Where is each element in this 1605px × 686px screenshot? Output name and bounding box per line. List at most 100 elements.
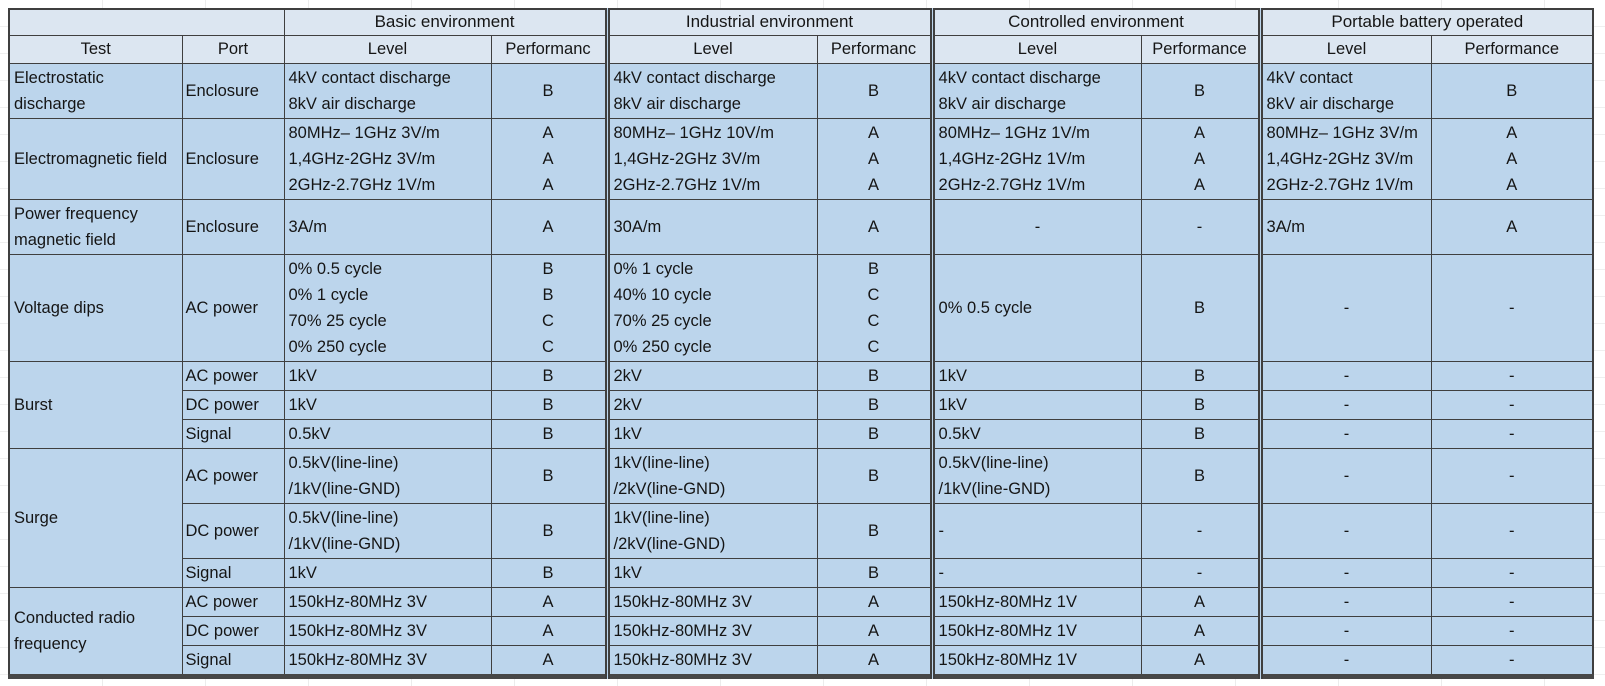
- cell-line: 8kV air discharge: [938, 94, 1066, 113]
- cell-line: 1kV(line-line): [613, 453, 710, 472]
- level-cell: 80MHz– 1GHz 3V/m 1,4GHz-2GHz 3V/m 2GHz-2.7…: [1257, 117, 1432, 200]
- cell-line: 2kV: [613, 366, 642, 385]
- cell-line: B: [868, 395, 880, 414]
- cell-line: 1kV: [288, 395, 317, 414]
- level-cell: -: [1257, 447, 1432, 504]
- level-cell: -: [1257, 615, 1432, 646]
- cell-line: A: [1194, 175, 1206, 194]
- cell-line: 2GHz-2.7GHz 1V/m: [613, 175, 761, 194]
- performance-cell: -: [1430, 586, 1594, 617]
- cell-line: -: [1509, 521, 1515, 540]
- cell-line: -: [1509, 366, 1515, 385]
- cell-line: B: [542, 285, 554, 304]
- cell-line: B: [1194, 298, 1206, 317]
- level-cell: 0.5kV(line-line) /1kV(line-GND): [283, 502, 492, 559]
- col-header-portable-level: Level: [1257, 34, 1432, 64]
- cell-line: B: [542, 81, 554, 100]
- cell-line: C: [542, 311, 554, 330]
- cell-line: A: [1194, 650, 1206, 669]
- cell-line: 1,4GHz-2GHz 3V/m: [1266, 149, 1414, 168]
- cell-line: -: [1343, 424, 1350, 443]
- level-cell: 150kHz-80MHz 3V: [283, 586, 492, 617]
- performance-cell: A: [1430, 198, 1594, 255]
- cell-line: 1kV: [938, 395, 967, 414]
- performance-cell: -: [1140, 502, 1261, 559]
- level-cell: 1kV: [283, 360, 492, 391]
- cell-line: 150kHz-80MHz 1V: [938, 621, 1077, 640]
- cell-line: A: [868, 592, 880, 611]
- cell-line: 40% 10 cycle: [613, 285, 712, 304]
- performance-cell: B: [490, 62, 608, 119]
- cell-line: B: [1194, 466, 1206, 485]
- cell-line: B: [542, 259, 554, 278]
- cell-line: /1kV(line-GND): [938, 479, 1051, 498]
- level-cell: 0.5kV(line-line) /1kV(line-GND): [929, 447, 1142, 504]
- level-cell: 4kV contact 8kV air discharge: [1257, 62, 1432, 119]
- cell-line: B: [868, 521, 880, 540]
- col-header-portable-performance: Performance: [1430, 34, 1594, 64]
- cell-line: 150kHz-80MHz 3V: [288, 592, 427, 611]
- performance-cell: B: [490, 502, 608, 559]
- cell-line: 4kV contact discharge: [288, 68, 451, 87]
- cell-line: 30A/m: [613, 217, 662, 236]
- table-row: Power frequency magnetic field Enclosure 3…: [8, 198, 1594, 255]
- cell-line: A: [1506, 123, 1518, 142]
- cell-line: A: [1506, 175, 1518, 194]
- performance-cell: B: [490, 557, 608, 588]
- level-cell: 0.5kV: [283, 418, 492, 449]
- port-cell: Enclosure: [181, 198, 285, 255]
- performance-cell: B: [816, 62, 933, 119]
- cell-line: B: [1194, 395, 1206, 414]
- performance-cell: B: [1140, 253, 1261, 362]
- cell-line: 4kV contact discharge: [613, 68, 776, 87]
- performance-cell: A: [816, 615, 933, 646]
- performance-cell: B: [816, 360, 933, 391]
- group-header-industrial: Industrial environment: [604, 8, 933, 36]
- cell-line: -: [1196, 563, 1203, 582]
- cell-line: -: [1509, 592, 1515, 611]
- performance-cell: -: [1430, 557, 1594, 588]
- port-cell: AC power: [181, 447, 285, 504]
- cell-line: C: [867, 337, 880, 356]
- cell-line: -: [1509, 395, 1515, 414]
- level-cell: 80MHz– 1GHz 10V/m 1,4GHz-2GHz 3V/m 2GHz-2.…: [604, 117, 818, 200]
- cell-line: 70% 25 cycle: [613, 311, 712, 330]
- performance-cell: B: [816, 389, 933, 420]
- cell-line: 2kV: [613, 395, 642, 414]
- cell-line: B: [868, 563, 880, 582]
- cell-line: -: [1509, 621, 1515, 640]
- performance-cell: A: [816, 198, 933, 255]
- cell-line: -: [1343, 366, 1350, 385]
- level-cell: 0.5kV(line-line) /1kV(line-GND): [283, 447, 492, 504]
- performance-cell: A: [1140, 644, 1261, 677]
- performance-cell: B: [1140, 447, 1261, 504]
- cell-line: 150kHz-80MHz 3V: [613, 592, 752, 611]
- table-row: DC power 1kV B 2kV B 1kV B - -: [9, 389, 1594, 420]
- level-cell: 1kV(line-line) /2kV(line-GND): [604, 502, 818, 559]
- cell-line: A: [868, 621, 880, 640]
- level-cell: 4kV contact discharge 8kV air discharge: [604, 62, 818, 119]
- cell-line: 0% 1 cycle: [288, 285, 369, 304]
- performance-cell: B: [816, 502, 933, 559]
- test-name-cell: Burst: [8, 360, 183, 449]
- cell-line: A: [868, 123, 880, 142]
- performance-cell: A: [490, 198, 608, 255]
- level-cell: 150kHz-80MHz 1V: [929, 644, 1142, 677]
- port-cell: AC power: [181, 253, 285, 362]
- level-cell: 1kV: [283, 557, 492, 588]
- performance-cell: A: [816, 586, 933, 617]
- level-cell: 1kV: [929, 360, 1142, 391]
- level-cell: 0% 0.5 cycle 0% 1 cycle 70% 25 cycle 0% 250…: [283, 253, 492, 362]
- cell-line: -: [1343, 563, 1350, 582]
- performance-cell: -: [1430, 447, 1594, 504]
- table-body: Electrostatic discharge Enclosure 4kV cont…: [8, 62, 1594, 677]
- cell-line: 1kV: [613, 563, 642, 582]
- cell-line: -: [1509, 563, 1515, 582]
- level-cell: -: [929, 557, 1142, 588]
- cell-line: -: [1343, 298, 1350, 317]
- level-cell: 1kV: [283, 389, 492, 420]
- cell-line: B: [542, 521, 554, 540]
- cell-line: 2GHz-2.7GHz 1V/m: [938, 175, 1086, 194]
- test-name-cell: Conducted radio frequency: [8, 586, 183, 677]
